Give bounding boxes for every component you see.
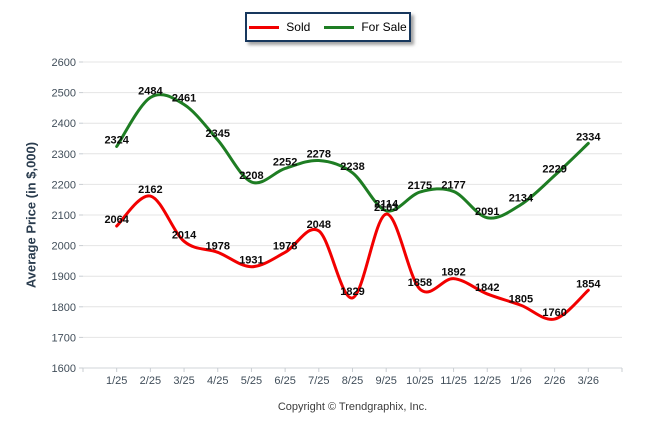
x-tick-label: 2/26 xyxy=(544,375,565,387)
copyright-text: Copyright © Trendgraphix, Inc. xyxy=(277,401,428,413)
x-tick-label: 2/25 xyxy=(140,375,161,387)
x-tick-label: 8/25 xyxy=(342,375,363,387)
legend-label-sold: Sold xyxy=(286,20,311,34)
x-tick-label: 3/26 xyxy=(578,375,599,387)
data-label: 1805 xyxy=(509,293,533,305)
x-tick-label: 1/25 xyxy=(106,375,127,387)
y-tick-label: 2600 xyxy=(52,57,76,69)
series-line-for-sale xyxy=(115,93,590,220)
data-label: 1842 xyxy=(475,282,499,294)
legend-item-sold: Sold xyxy=(249,20,310,34)
legend-label-for-sale: For Sale xyxy=(361,20,407,34)
data-label: 2014 xyxy=(172,229,197,241)
data-label: 1978 xyxy=(273,240,297,252)
data-label: 2177 xyxy=(441,179,465,191)
x-tick-label: 9/25 xyxy=(375,375,396,387)
x-tick-label: 10/25 xyxy=(406,375,434,387)
legend: Sold For Sale xyxy=(245,12,411,42)
x-tick-label: 6/25 xyxy=(274,375,295,387)
data-label: 2103 xyxy=(374,202,398,214)
data-label: 2334 xyxy=(576,131,601,143)
x-tick-label: 1/26 xyxy=(510,375,531,387)
series-line-sold xyxy=(115,194,590,321)
data-label: 2252 xyxy=(273,156,297,168)
y-tick-label: 2300 xyxy=(52,149,76,161)
y-tick-label: 2400 xyxy=(52,118,76,130)
data-label: 2484 xyxy=(138,85,163,97)
data-label: 2091 xyxy=(475,206,499,218)
data-label: 1760 xyxy=(542,307,566,319)
data-label: 2114 xyxy=(374,199,399,211)
y-tick-label: 2100 xyxy=(52,210,76,222)
data-label: 2324 xyxy=(104,134,129,146)
data-label: 1978 xyxy=(206,240,230,252)
data-label: 2461 xyxy=(172,93,196,105)
legend-item-for-sale: For Sale xyxy=(324,20,407,34)
x-tick-label: 4/25 xyxy=(207,375,228,387)
data-label: 2048 xyxy=(307,219,331,231)
data-label: 1829 xyxy=(340,286,364,298)
y-tick-label: 1800 xyxy=(52,302,76,314)
data-label: 2134 xyxy=(509,193,534,205)
y-tick-label: 2200 xyxy=(52,179,76,191)
y-tick-label: 1900 xyxy=(52,271,76,283)
x-tick-label: 11/25 xyxy=(440,375,467,387)
data-label: 2175 xyxy=(408,180,432,192)
data-label: 2208 xyxy=(239,170,263,182)
y-tick-label: 2500 xyxy=(52,88,76,100)
for-sale-line-swatch xyxy=(324,25,355,29)
x-tick-label: 12/25 xyxy=(473,375,501,387)
y-tick-label: 1600 xyxy=(52,363,76,375)
data-label: 1931 xyxy=(239,255,263,267)
data-label: 1858 xyxy=(408,277,432,289)
y-tick-label: 2000 xyxy=(52,241,76,253)
data-label: 2064 xyxy=(104,214,129,226)
data-label: 2229 xyxy=(542,164,566,176)
data-label: 2278 xyxy=(307,149,331,161)
y-tick-label: 1700 xyxy=(52,332,76,344)
data-label: 1854 xyxy=(576,278,601,290)
x-tick-label: 3/25 xyxy=(173,375,194,387)
data-label: 1892 xyxy=(441,267,465,279)
x-tick-label: 5/25 xyxy=(241,375,262,387)
data-label: 2238 xyxy=(340,161,364,173)
x-tick-label: 7/25 xyxy=(308,375,329,387)
sold-line-swatch xyxy=(249,25,280,29)
data-label: 2162 xyxy=(138,184,162,196)
data-label: 2345 xyxy=(206,128,230,140)
